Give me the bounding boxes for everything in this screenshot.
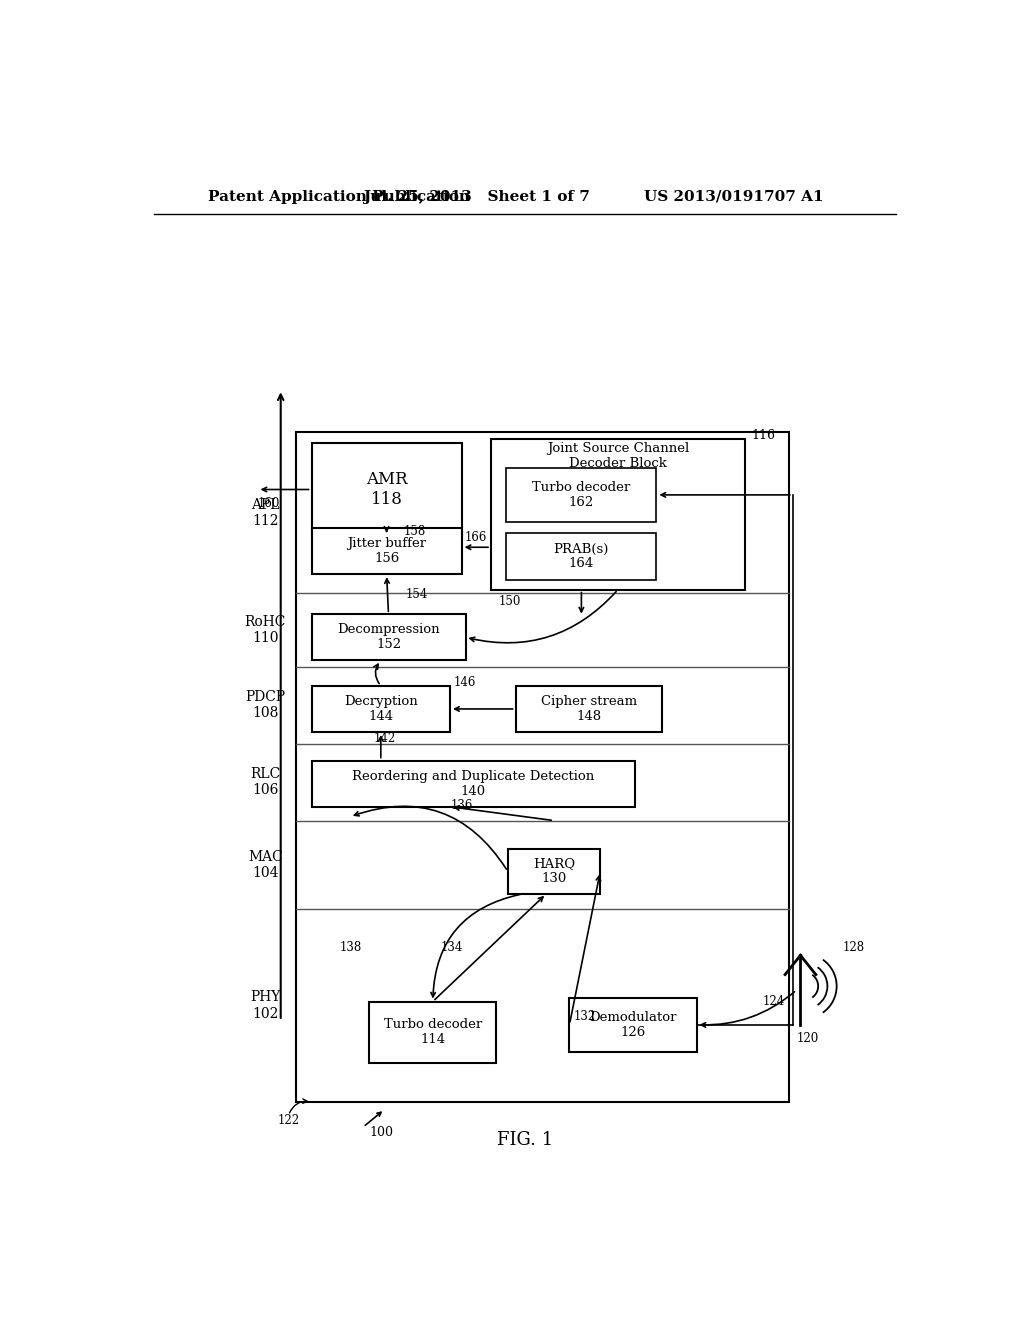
Text: Turbo decoder
162: Turbo decoder 162 xyxy=(532,480,631,510)
Text: Joint Source Channel
Decoder Block: Joint Source Channel Decoder Block xyxy=(547,442,689,470)
Text: 154: 154 xyxy=(406,587,428,601)
Text: 146: 146 xyxy=(454,676,476,689)
Bar xyxy=(506,469,656,521)
Bar xyxy=(311,614,466,660)
Bar xyxy=(506,533,656,579)
Text: 116: 116 xyxy=(752,429,775,442)
Text: Cipher stream
148: Cipher stream 148 xyxy=(541,694,637,723)
Text: 150: 150 xyxy=(499,594,521,607)
Text: 142: 142 xyxy=(374,731,396,744)
Text: 158: 158 xyxy=(403,525,426,539)
Bar xyxy=(311,444,462,536)
Text: AMR
118: AMR 118 xyxy=(366,471,408,508)
Text: 128: 128 xyxy=(843,941,865,954)
Text: RLC
106: RLC 106 xyxy=(250,767,281,797)
Text: 160: 160 xyxy=(258,496,281,510)
Bar xyxy=(311,528,462,574)
Text: 132: 132 xyxy=(573,1010,596,1023)
Text: 138: 138 xyxy=(339,941,361,954)
Bar xyxy=(311,686,451,733)
Text: 166: 166 xyxy=(465,531,487,544)
Text: Reordering and Duplicate Detection
140: Reordering and Duplicate Detection 140 xyxy=(352,770,594,797)
Text: Decryption
144: Decryption 144 xyxy=(344,694,418,723)
Text: RoHC
110: RoHC 110 xyxy=(245,615,286,645)
Text: Demodulator
126: Demodulator 126 xyxy=(589,1011,677,1039)
Text: PHY
102: PHY 102 xyxy=(250,990,281,1020)
Text: 100: 100 xyxy=(370,1126,393,1139)
Text: Patent Application Publication: Patent Application Publication xyxy=(208,190,470,203)
Text: Jul. 25, 2013   Sheet 1 of 7: Jul. 25, 2013 Sheet 1 of 7 xyxy=(364,190,591,203)
Bar xyxy=(490,440,745,590)
Text: Jitter buffer
156: Jitter buffer 156 xyxy=(347,537,426,565)
Text: PRAB(s)
164: PRAB(s) 164 xyxy=(554,543,609,570)
Text: PDCP
108: PDCP 108 xyxy=(245,690,286,721)
Text: HARQ
130: HARQ 130 xyxy=(534,858,575,886)
Bar xyxy=(370,1002,497,1063)
Text: 136: 136 xyxy=(451,799,473,812)
Text: APL
112: APL 112 xyxy=(251,498,280,528)
Bar xyxy=(515,686,662,733)
Bar xyxy=(311,760,635,807)
Text: Turbo decoder
114: Turbo decoder 114 xyxy=(384,1018,482,1047)
Text: 134: 134 xyxy=(440,941,463,954)
Text: 124: 124 xyxy=(763,995,785,1008)
Text: MAC
104: MAC 104 xyxy=(248,850,283,880)
Text: FIG. 1: FIG. 1 xyxy=(497,1131,553,1150)
Bar xyxy=(569,998,696,1052)
Text: 122: 122 xyxy=(278,1114,299,1127)
Text: US 2013/0191707 A1: US 2013/0191707 A1 xyxy=(644,190,823,203)
Text: Decompression
152: Decompression 152 xyxy=(337,623,440,651)
Bar xyxy=(508,849,600,894)
Text: 120: 120 xyxy=(797,1032,819,1045)
Bar xyxy=(296,432,788,1102)
